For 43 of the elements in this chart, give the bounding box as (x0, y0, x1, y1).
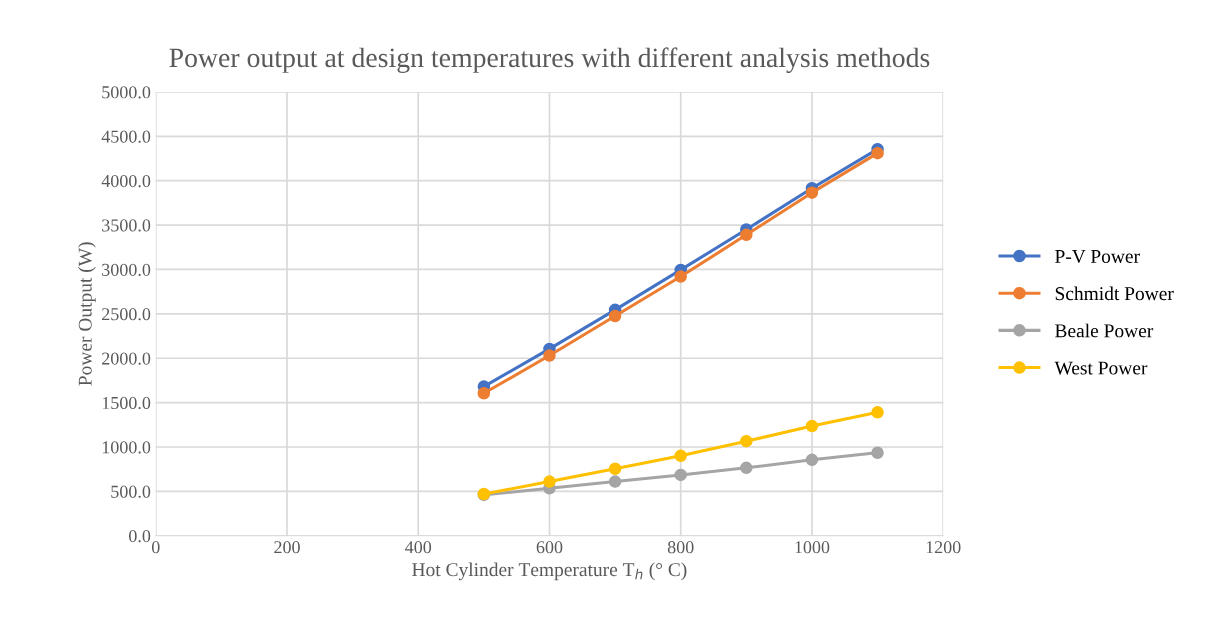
point (608, 475, 622, 488)
legend-label: Beale Power (1055, 323, 1154, 338)
point (608, 462, 622, 475)
point (740, 434, 753, 448)
y-tick-label: 2500.0 (102, 308, 151, 321)
y-tick-label: 4000.0 (101, 174, 151, 188)
x-tick-label: 200 (274, 541, 300, 554)
point (740, 461, 753, 475)
y-tick-label: 1500.0 (102, 396, 151, 410)
y-tick-label: 1000.0 (102, 441, 151, 454)
y-tick-label: 3000.0 (102, 263, 151, 276)
x-axis-title: Hot Cylinder Temperature T$_{h}$ (° C) (412, 562, 687, 581)
y-axis-title: Power Output (W) (78, 242, 96, 386)
y-tick-label: 500.0 (111, 485, 151, 498)
point (674, 468, 687, 482)
x-tick-label: 1200 (926, 541, 961, 554)
point (674, 449, 687, 463)
x-tick-label: 0 (151, 541, 160, 554)
y-tick-label: 4500.0 (101, 130, 151, 143)
legend-label: P-V Power (1055, 250, 1140, 264)
point (477, 387, 491, 400)
point (805, 419, 819, 433)
y-tick-label: 0.0 (129, 529, 151, 543)
point (740, 228, 753, 242)
point (608, 309, 622, 323)
x-tick-label: 400 (405, 541, 432, 554)
y-tick-label: 2000.0 (102, 352, 151, 365)
y-tick-label: 5000.0 (102, 86, 151, 99)
x-tick-label: 600 (536, 541, 563, 554)
x-tick-label: 1000 (795, 541, 830, 554)
point (543, 349, 556, 362)
point (871, 146, 884, 160)
legend-label: Schmidt Power (1055, 286, 1174, 301)
point (871, 406, 884, 419)
point (871, 446, 884, 459)
point (805, 453, 819, 467)
point (805, 186, 819, 199)
point (674, 270, 687, 283)
point (543, 475, 556, 488)
chart-title: Power output at design temperatures with different analysis methods (169, 47, 930, 73)
legend-label: West Power (1054, 361, 1148, 375)
y-tick-label: 3500.0 (102, 219, 151, 232)
x-tick-label: 800 (667, 541, 694, 554)
